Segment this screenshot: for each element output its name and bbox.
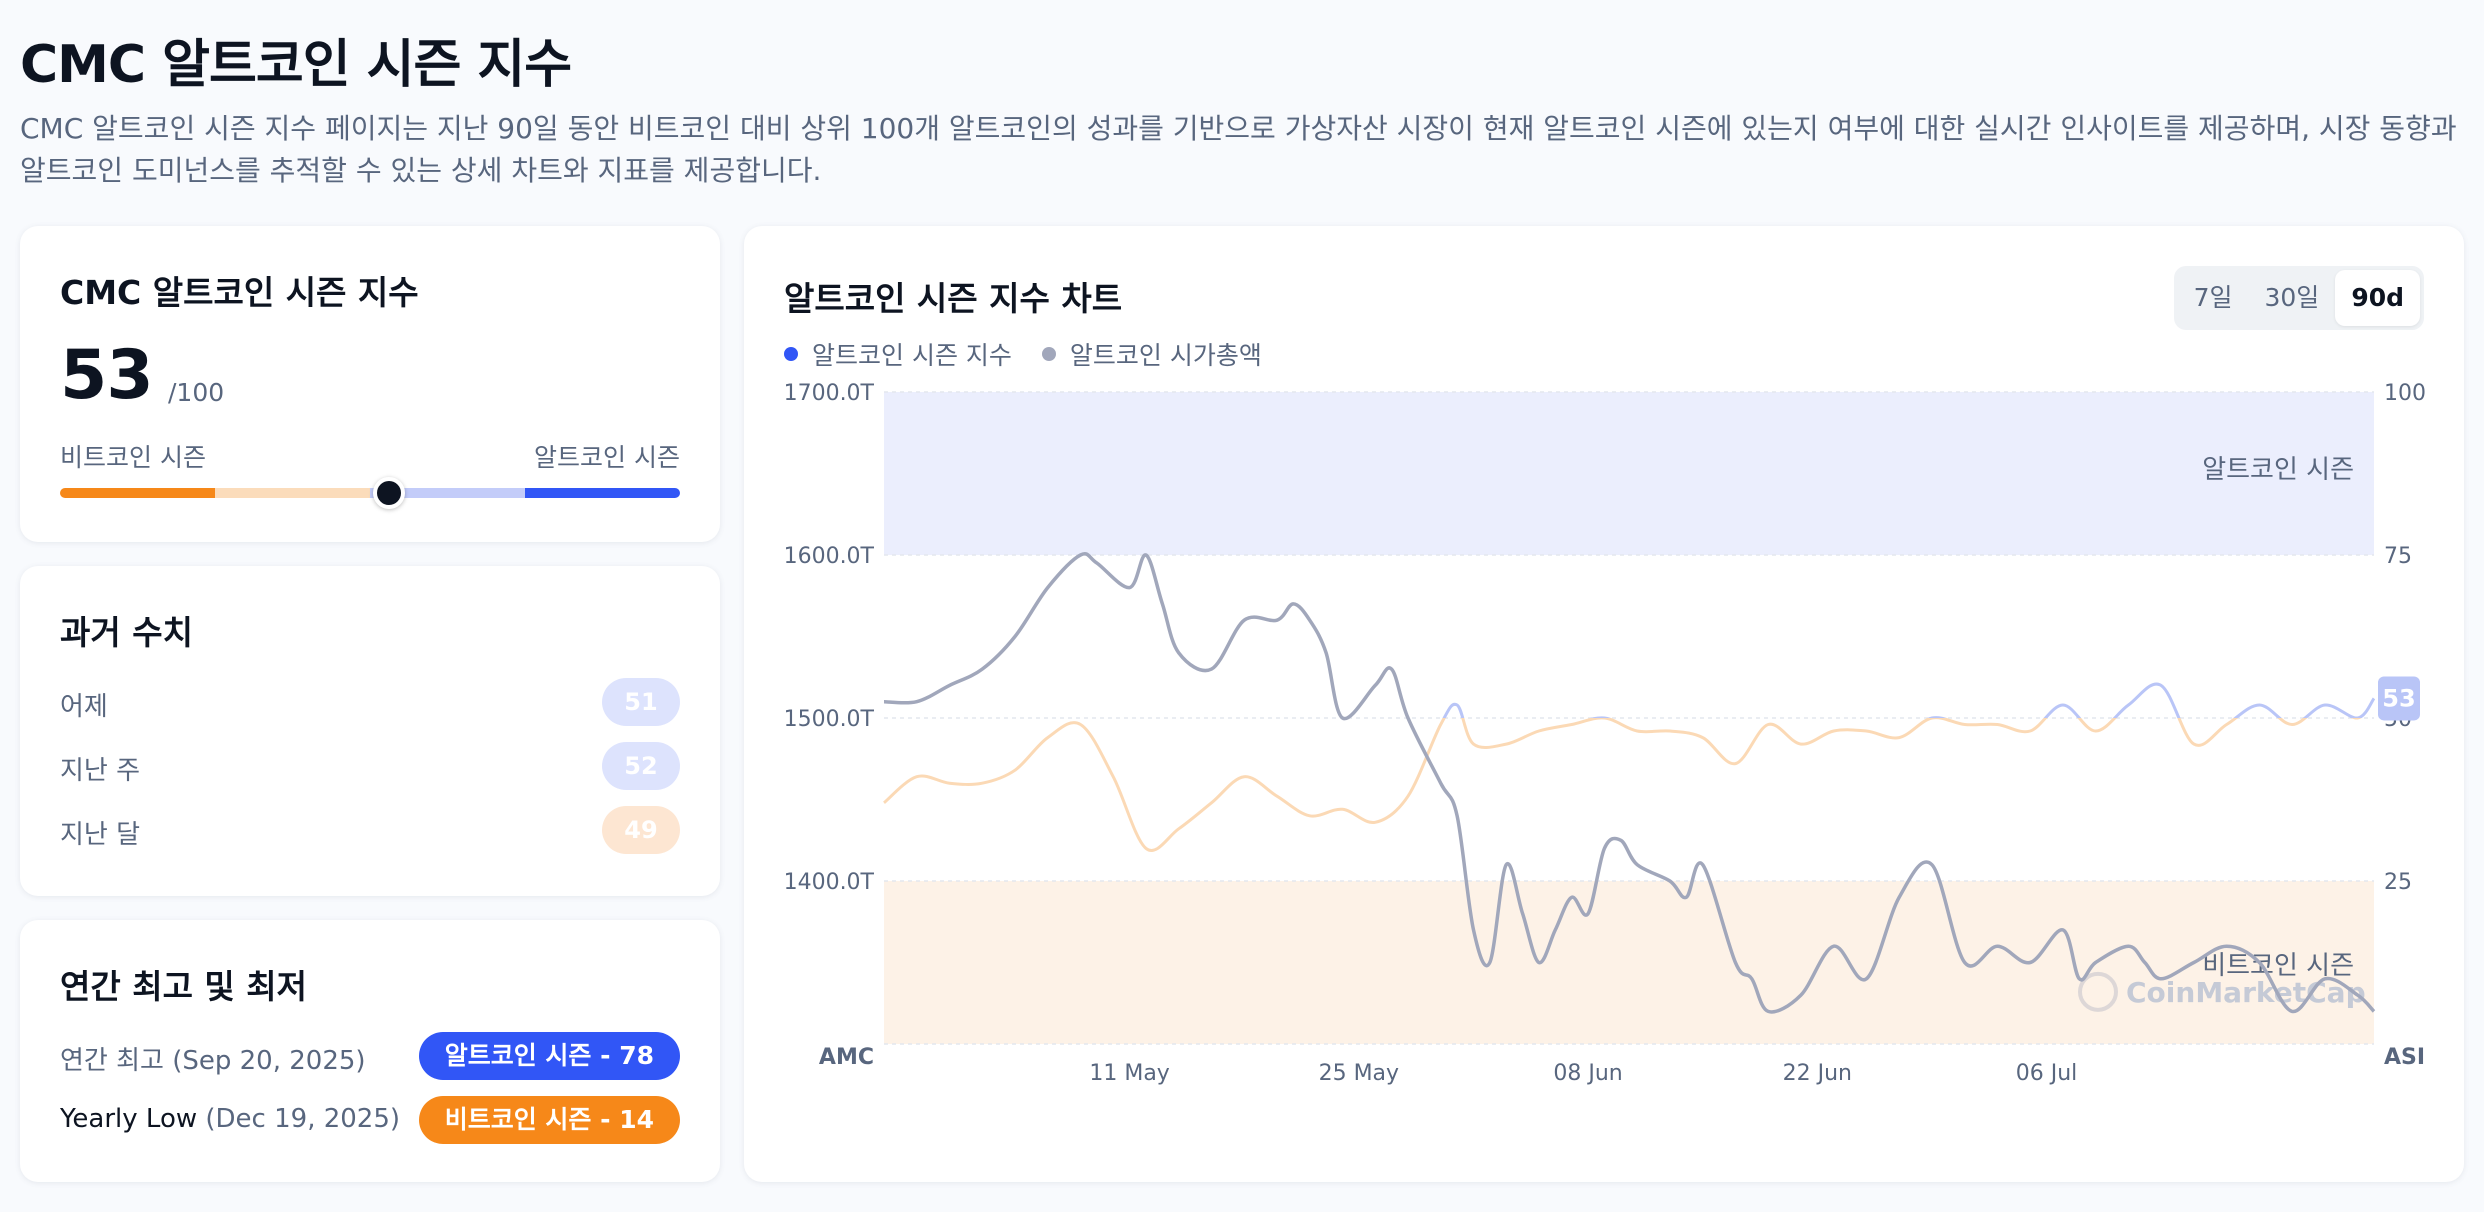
gauge-segment (215, 488, 370, 498)
left-axis-tick: 1500.0T (784, 707, 875, 732)
history-row-last-month: 지난 달 49 (60, 806, 680, 854)
history-row-yesterday: 어제 51 (60, 678, 680, 726)
index-value: 53 (60, 336, 154, 415)
tab-7d[interactable]: 7일 (2193, 283, 2233, 312)
chart-title: 알트코인 시즌 지수 차트 (784, 279, 1123, 318)
gauge-segment (60, 488, 215, 498)
gauge-indicator (372, 477, 405, 509)
history-value-badge: 49 (602, 806, 680, 854)
left-axis-tick: 1400.0T (784, 870, 875, 895)
legend-item-index[interactable]: 알트코인 시즌 지수 (784, 336, 1012, 372)
chart-zone-band (884, 392, 2374, 555)
legend-dot-icon (1041, 347, 1056, 361)
series-altcoin-marketcap-line (883, 552, 2376, 1014)
yearly-low-row: Yearly Low (Dec 19, 2025) 비트코인 시즌 - 14 (60, 1096, 680, 1144)
right-axis-title: ASI (2384, 1045, 2425, 1070)
bitcoin-season-label: 비트코인 시즌 (60, 443, 206, 472)
yearly-high-badge: 알트코인 시즌 - 78 (418, 1032, 680, 1080)
altcoin-season-label: 알트코인 시즌 (534, 443, 680, 472)
left-axis-tick: 1700.0T (784, 381, 875, 406)
watermark-text: CoinMarketCap (2126, 976, 2366, 1009)
chart-legend: 알트코인 시즌 지수 알트코인 시가총액 (784, 336, 1262, 372)
left-axis-tick: 1600.0T (784, 544, 875, 569)
right-axis-tick: 75 (2384, 544, 2412, 569)
history-value-badge: 52 (602, 742, 680, 790)
history-label: 지난 주 (60, 756, 141, 786)
series-altcoin-index-line-below (883, 718, 2362, 852)
x-axis-tick: 25 May (1319, 1061, 1399, 1086)
history-value-badge: 51 (602, 678, 680, 726)
gauge-segment (525, 488, 680, 498)
yearly-high-date: (Sep 20, 2025) (172, 1046, 366, 1076)
gauge-segment (370, 488, 525, 498)
page-title: CMC 알트코인 시즌 지수 (20, 35, 572, 95)
history-row-last-week: 지난 주 52 (60, 742, 680, 790)
yearly-high-label: 연간 최고 (60, 1046, 164, 1076)
yearly-card-title: 연간 최고 및 최저 (60, 967, 307, 1006)
index-max: /100 (168, 378, 225, 407)
x-axis-tick: 08 Jun (1553, 1061, 1622, 1086)
coinmarketcap-watermark-logo (2078, 971, 2118, 1012)
yearly-high-row: 연간 최고 (Sep 20, 2025) 알트코인 시즌 - 78 (60, 1032, 680, 1080)
yearly-low-label: Yearly Low (60, 1104, 198, 1134)
tab-30d[interactable]: 30일 (2264, 283, 2320, 312)
zone-label-bitcoin: 비트코인 시즌 (2202, 951, 2354, 981)
x-axis-tick: 06 Jul (2016, 1061, 2078, 1086)
x-axis-tick: 22 Jun (1783, 1061, 1852, 1086)
index-card-title: CMC 알트코인 시즌 지수 (60, 273, 419, 312)
legend-label: 알트코인 시가총액 (1069, 341, 1262, 370)
index-card: CMC 알트코인 시즌 지수 53 /100 비트코인 시즌 알트코인 시즌 (20, 226, 720, 542)
yearly-low-badge: 비트코인 시즌 - 14 (418, 1096, 680, 1144)
legend-item-market-cap[interactable]: 알트코인 시가총액 (1041, 336, 1262, 372)
history-card-title: 과거 수치 (60, 613, 193, 652)
current-value-badge-text: 53 (2382, 684, 2415, 712)
legend-dot-icon (784, 347, 798, 361)
current-value-badge (2378, 676, 2420, 721)
page-description: CMC 알트코인 시즌 지수 페이지는 지난 90일 동안 비트코인 대비 상위… (20, 112, 2457, 187)
right-axis-tick: 100 (2384, 381, 2426, 406)
index-gauge-bar (60, 488, 680, 498)
series-altcoin-index-line-above (1442, 682, 2376, 718)
left-axis-title: AMC (819, 1045, 874, 1070)
historical-values-card: 과거 수치 어제 51 지난 주 52 지난 달 49 (20, 566, 720, 896)
yearly-low-date: (Dec 19, 2025) (205, 1104, 401, 1134)
tab-90d[interactable]: 90d (2335, 270, 2420, 326)
right-axis-tick: 25 (2384, 870, 2412, 895)
history-label: 어제 (60, 692, 108, 722)
chart-zone-band (884, 881, 2374, 1044)
time-range-tabs: 7일 30일 90d (2173, 266, 2424, 330)
legend-label: 알트코인 시즌 지수 (812, 341, 1012, 370)
zone-label-altcoin: 알트코인 시즌 (2202, 455, 2354, 485)
history-label: 지난 달 (60, 820, 141, 850)
yearly-high-low-card: 연간 최고 및 최저 연간 최고 (Sep 20, 2025) 알트코인 시즌 … (20, 920, 720, 1182)
chart-card: 알트코인 시즌 지수 차트 7일 30일 90d 알트코인 시즌 지수 알트코인… (744, 226, 2464, 1182)
x-axis-tick: 11 May (1089, 1061, 1169, 1086)
